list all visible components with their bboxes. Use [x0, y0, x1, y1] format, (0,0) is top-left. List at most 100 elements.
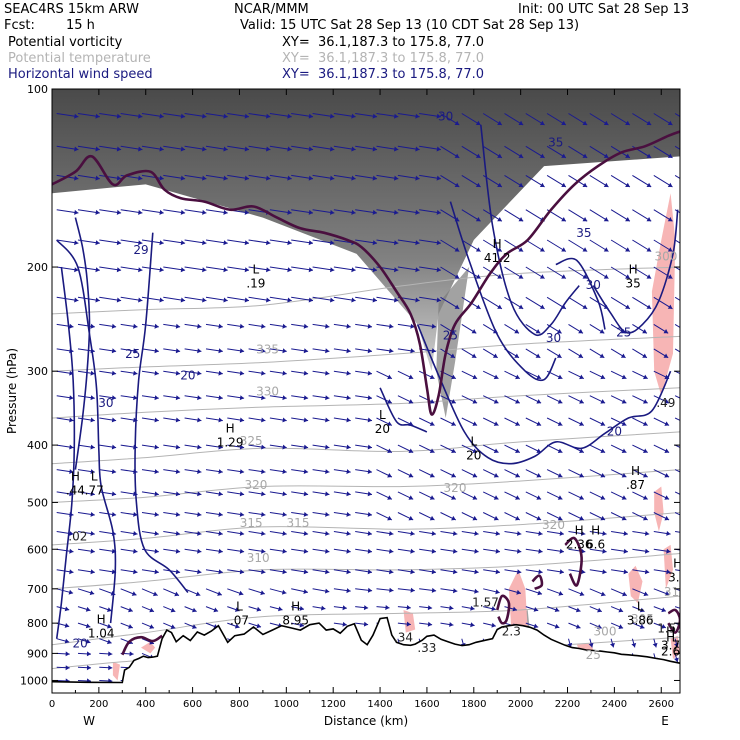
wind-vector-head-206: [625, 304, 630, 309]
wind-vector-115: [589, 209, 609, 222]
wind-vector-head-153: [138, 267, 143, 273]
wind-vector-167: [419, 266, 441, 273]
wind-vector-300: [56, 395, 74, 401]
wind-vector-284: [355, 370, 373, 376]
wind-vector-194: [355, 296, 378, 303]
wind-vector-head-580: [281, 589, 287, 595]
wind-vector-head-110: [497, 217, 502, 222]
wind-vector-head-626: [618, 607, 624, 613]
wind-vector-669: [567, 638, 573, 648]
wind-vector-head-381: [515, 448, 520, 453]
wind-vector-484: [141, 531, 159, 536]
wind-vector-head-92: [116, 209, 122, 215]
wind-vector-head-18: [454, 120, 460, 125]
wind-vector-head-337: [218, 417, 223, 423]
wind-vector-656: [632, 622, 645, 629]
wind-vector-129: [248, 239, 271, 246]
wind-vector-head-6: [202, 113, 207, 119]
wind-vector-52: [525, 145, 545, 159]
wind-vector-142: [525, 239, 545, 252]
wind-speed-contour-35-7: [480, 124, 580, 337]
wind-vector-shaft-569: [675, 569, 680, 572]
contour-label-theta-20: 315: [287, 516, 310, 530]
wind-vector-135: [376, 239, 399, 246]
wind-vector-head-80: [497, 182, 502, 187]
wind-vector-head-271: [90, 370, 95, 376]
wind-vector-head-13: [351, 113, 356, 119]
wind-vector-head-295: [600, 374, 606, 380]
wind-vector-head-209: [689, 305, 694, 309]
wind-vector-682: [674, 653, 679, 663]
x-tick-label-1800: 1800: [461, 699, 486, 710]
wind-vector-326: [610, 395, 627, 404]
wind-vector-22: [525, 113, 545, 126]
wind-vector-head-432: [325, 491, 330, 497]
wind-vector-305: [163, 395, 181, 401]
wind-vector-646: [419, 621, 433, 627]
wind-vector-193: [333, 296, 356, 303]
wind-vector-head-259: [471, 353, 477, 358]
wind-vector-head-54: [582, 153, 588, 158]
wind-vector-526: [397, 548, 415, 554]
wind-vector-243: [120, 348, 138, 354]
wind-vector-44: [355, 145, 378, 152]
wind-vector-shaft-59: [674, 145, 680, 150]
wind-vector-head-98: [244, 209, 249, 215]
wind-vector-332: [99, 417, 117, 423]
wind-vector-head-549: [261, 569, 266, 575]
contour-label-theta-22: 310: [664, 585, 687, 599]
wind-vector-168: [440, 266, 460, 279]
wind-vector-342: [312, 417, 330, 423]
x-axis-label: Distance (km): [324, 714, 408, 728]
wind-vector-574: [141, 588, 158, 597]
wind-vector-446: [610, 491, 627, 500]
wind-vector-head-296: [621, 374, 627, 380]
wind-vector-head-310: [282, 395, 287, 401]
wind-vector-head-541: [90, 569, 95, 575]
wind-vector-head-36: [202, 146, 207, 152]
wind-vector-head-184: [159, 297, 164, 303]
wind-vector-head-314: [367, 395, 372, 401]
wind-vector-515: [163, 548, 181, 554]
wind-vector-head-219: [261, 323, 266, 329]
wind-vector-424: [141, 491, 159, 497]
extremum-letter-8: H: [629, 263, 638, 277]
wind-vector-59: [674, 145, 680, 150]
wind-vector-head-538: [666, 548, 671, 554]
wind-vector-head-69: [266, 175, 271, 181]
wind-vector-head-239: [685, 329, 690, 333]
wind-vector-101: [291, 209, 314, 215]
wind-vector-head-557: [431, 569, 436, 575]
wind-vector-397: [205, 469, 223, 474]
wind-vector-513: [120, 548, 138, 554]
wind-vector-head-299: [686, 375, 691, 380]
wind-vector-310: [269, 395, 287, 401]
wind-vector-head-653: [575, 624, 581, 629]
wind-vector-head-515: [175, 548, 181, 554]
wind-vector-291: [504, 370, 521, 380]
wind-vector-394: [141, 469, 159, 474]
negative-pv-region-0: [651, 193, 676, 396]
wind-vector-shaft-389: [674, 444, 680, 449]
wind-vector-head-529: [474, 548, 479, 554]
wind-vector-573: [120, 588, 137, 596]
wind-vector-head-67: [223, 175, 228, 181]
wind-speed-contour-20-9: [379, 387, 428, 433]
wind-vector-head-410: [493, 473, 499, 478]
wind-vector-head-517: [218, 548, 223, 554]
y-tick-label-400: 400: [27, 439, 48, 452]
wind-vector-312: [312, 395, 330, 401]
wind-vector-330: [56, 417, 74, 423]
wind-vector-685: [99, 665, 113, 671]
wind-vector-132: [312, 239, 335, 246]
wind-vector-head-487: [218, 531, 223, 536]
wind-vector-174: [568, 266, 588, 279]
wind-vector-297: [632, 370, 648, 380]
wind-vector-head-237: [642, 329, 647, 334]
wind-vector-head-499: [474, 531, 479, 536]
wind-vector-head-357: [643, 421, 648, 426]
wind-vector-413: [546, 469, 563, 478]
contour-label-wind-4: 25: [616, 325, 631, 339]
wind-vector-384: [568, 444, 585, 453]
wind-vector-85: [589, 174, 609, 188]
